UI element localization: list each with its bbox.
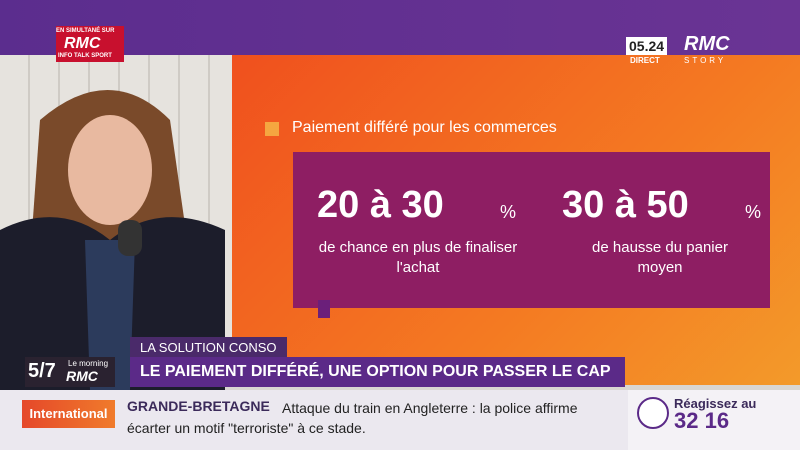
microphone (118, 220, 142, 256)
stat-figure: 20 à 30 (317, 184, 444, 226)
infographic-title: Paiement différé pour les commerces (292, 119, 557, 136)
call-in-number: 32 16 (674, 408, 730, 433)
brand: RMC (684, 33, 730, 55)
ticker-section: International (22, 400, 115, 428)
call-in-prompt: Réagissez au (674, 396, 757, 411)
show-name: 5/7 (28, 360, 56, 382)
shirt (85, 240, 135, 390)
channel-label: STORY (684, 56, 727, 65)
ticker-text: Attaque du train en Angleterre : la poli… (127, 400, 578, 436)
stats-card (293, 152, 770, 308)
headline: LE PAIEMENT DIFFÉRÉ, UNE OPTION POUR PAS… (130, 357, 625, 387)
phone-icon (637, 397, 669, 429)
show-brand: RMC (66, 368, 98, 384)
clock: 05.24 (626, 37, 668, 55)
ticker-topic: GRANDE-BRETAGNE (127, 398, 270, 414)
stat-unit: % (500, 202, 517, 222)
simulcast-label: EN SIMULTANÉ SUR (56, 28, 115, 34)
live-label: DIRECT (630, 56, 660, 65)
logo-brand: RMC (64, 35, 101, 52)
logo-tagline: INFO TALK SPORT (58, 53, 112, 59)
bullet-square (265, 122, 279, 136)
show-subtitle: Le morning (68, 359, 109, 368)
stat-caption: de chance en plus de finaliser l'achat (318, 239, 518, 276)
stat-figure: 30 à 50 (562, 184, 689, 226)
face (68, 115, 152, 225)
stat-unit: % (745, 202, 762, 222)
top-left-logo (56, 26, 124, 62)
show-logo (25, 357, 115, 387)
card-tab (318, 300, 330, 318)
kicker: LA SOLUTION CONSO (130, 337, 287, 358)
stat-caption: de hausse du panier moyen (592, 239, 728, 276)
